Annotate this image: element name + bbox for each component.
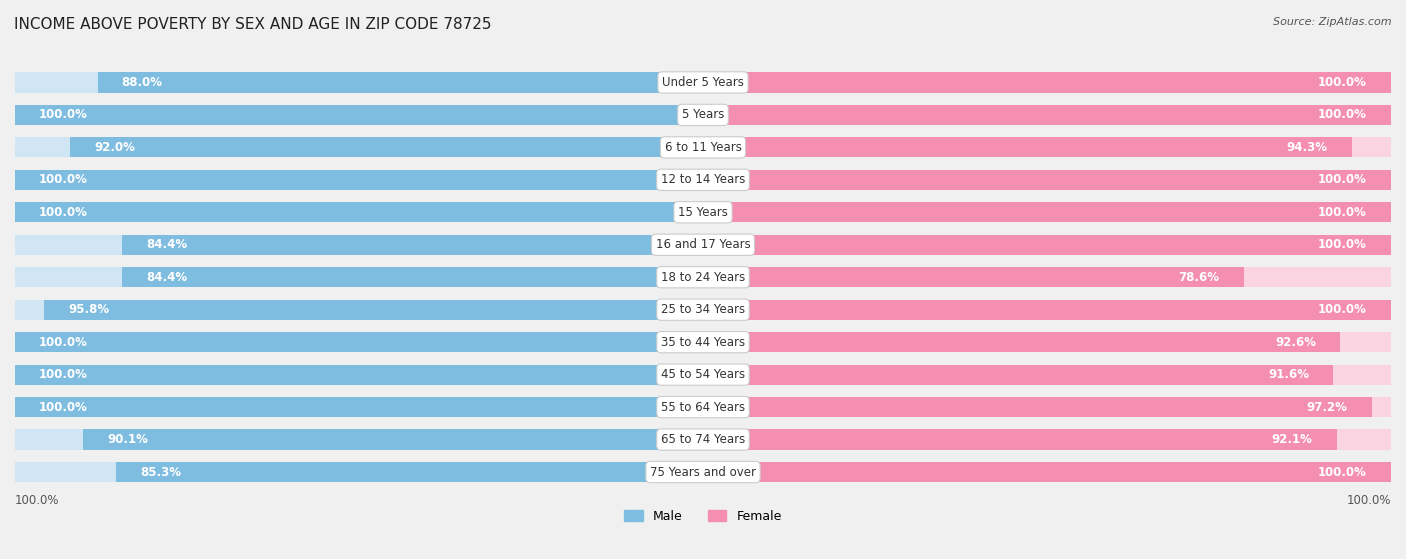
Text: INCOME ABOVE POVERTY BY SEX AND AGE IN ZIP CODE 78725: INCOME ABOVE POVERTY BY SEX AND AGE IN Z… <box>14 17 492 32</box>
Bar <box>15 202 703 222</box>
Bar <box>15 105 703 125</box>
Bar <box>15 332 703 352</box>
Bar <box>15 235 703 255</box>
Bar <box>703 429 1337 449</box>
Text: 84.4%: 84.4% <box>146 271 187 284</box>
Bar <box>703 462 1391 482</box>
Text: 100.0%: 100.0% <box>15 494 59 507</box>
Text: 75 Years and over: 75 Years and over <box>650 466 756 479</box>
Bar <box>703 300 1391 320</box>
Text: 45 to 54 Years: 45 to 54 Years <box>661 368 745 381</box>
Bar <box>15 397 703 417</box>
Text: 95.8%: 95.8% <box>67 303 110 316</box>
Bar <box>703 267 1391 287</box>
Text: 100.0%: 100.0% <box>1317 76 1367 89</box>
Bar <box>703 170 1391 190</box>
Text: 90.1%: 90.1% <box>107 433 148 446</box>
Text: 5 Years: 5 Years <box>682 108 724 121</box>
Bar <box>703 170 1391 190</box>
Bar <box>15 138 703 158</box>
Text: 88.0%: 88.0% <box>122 76 163 89</box>
Bar <box>15 397 703 417</box>
Text: 92.0%: 92.0% <box>94 141 135 154</box>
Bar <box>703 202 1391 222</box>
Text: 100.0%: 100.0% <box>39 335 89 349</box>
Bar <box>44 300 703 320</box>
Text: 100.0%: 100.0% <box>1317 466 1367 479</box>
Text: 97.2%: 97.2% <box>1306 401 1348 414</box>
Text: 85.3%: 85.3% <box>141 466 181 479</box>
Text: 25 to 34 Years: 25 to 34 Years <box>661 303 745 316</box>
Bar <box>703 105 1391 125</box>
Text: 100.0%: 100.0% <box>1347 494 1391 507</box>
Bar <box>703 267 1244 287</box>
Text: 16 and 17 Years: 16 and 17 Years <box>655 238 751 251</box>
Bar <box>15 170 703 190</box>
Bar <box>703 364 1391 385</box>
Bar <box>15 170 703 190</box>
Bar <box>15 332 703 352</box>
Bar <box>122 267 703 287</box>
Text: 84.4%: 84.4% <box>146 238 187 251</box>
Bar <box>70 138 703 158</box>
Bar <box>703 138 1351 158</box>
Text: 100.0%: 100.0% <box>39 368 89 381</box>
Bar <box>703 397 1372 417</box>
Text: Source: ZipAtlas.com: Source: ZipAtlas.com <box>1274 17 1392 27</box>
Bar <box>703 462 1391 482</box>
Text: 18 to 24 Years: 18 to 24 Years <box>661 271 745 284</box>
Bar <box>703 72 1391 92</box>
Text: 91.6%: 91.6% <box>1268 368 1309 381</box>
Text: 55 to 64 Years: 55 to 64 Years <box>661 401 745 414</box>
Legend: Male, Female: Male, Female <box>619 505 787 528</box>
Bar <box>703 235 1391 255</box>
Bar <box>15 72 703 92</box>
Text: 100.0%: 100.0% <box>39 108 89 121</box>
Text: 100.0%: 100.0% <box>39 173 89 186</box>
Bar <box>97 72 703 92</box>
Bar <box>703 138 1391 158</box>
Bar <box>703 397 1391 417</box>
Text: 94.3%: 94.3% <box>1286 141 1327 154</box>
Text: 12 to 14 Years: 12 to 14 Years <box>661 173 745 186</box>
Bar <box>703 332 1391 352</box>
Text: 100.0%: 100.0% <box>39 206 89 219</box>
Bar <box>15 429 703 449</box>
Text: 65 to 74 Years: 65 to 74 Years <box>661 433 745 446</box>
Text: Under 5 Years: Under 5 Years <box>662 76 744 89</box>
Text: 92.1%: 92.1% <box>1271 433 1313 446</box>
Bar <box>117 462 703 482</box>
Text: 15 Years: 15 Years <box>678 206 728 219</box>
Text: 100.0%: 100.0% <box>1317 238 1367 251</box>
Bar <box>15 364 703 385</box>
Bar <box>703 332 1340 352</box>
Text: 100.0%: 100.0% <box>1317 206 1367 219</box>
Bar <box>15 105 703 125</box>
Bar <box>703 364 1333 385</box>
Bar <box>83 429 703 449</box>
Bar <box>15 462 703 482</box>
Bar <box>122 235 703 255</box>
Bar <box>703 429 1391 449</box>
Text: 35 to 44 Years: 35 to 44 Years <box>661 335 745 349</box>
Bar <box>703 300 1391 320</box>
Bar <box>703 202 1391 222</box>
Text: 78.6%: 78.6% <box>1178 271 1219 284</box>
Bar <box>703 105 1391 125</box>
Text: 100.0%: 100.0% <box>1317 108 1367 121</box>
Bar <box>703 72 1391 92</box>
Bar <box>15 202 703 222</box>
Bar <box>703 235 1391 255</box>
Text: 100.0%: 100.0% <box>1317 173 1367 186</box>
Bar <box>15 267 703 287</box>
Text: 100.0%: 100.0% <box>1317 303 1367 316</box>
Text: 92.6%: 92.6% <box>1275 335 1316 349</box>
Bar <box>15 300 703 320</box>
Text: 6 to 11 Years: 6 to 11 Years <box>665 141 741 154</box>
Bar <box>15 364 703 385</box>
Text: 100.0%: 100.0% <box>39 401 89 414</box>
